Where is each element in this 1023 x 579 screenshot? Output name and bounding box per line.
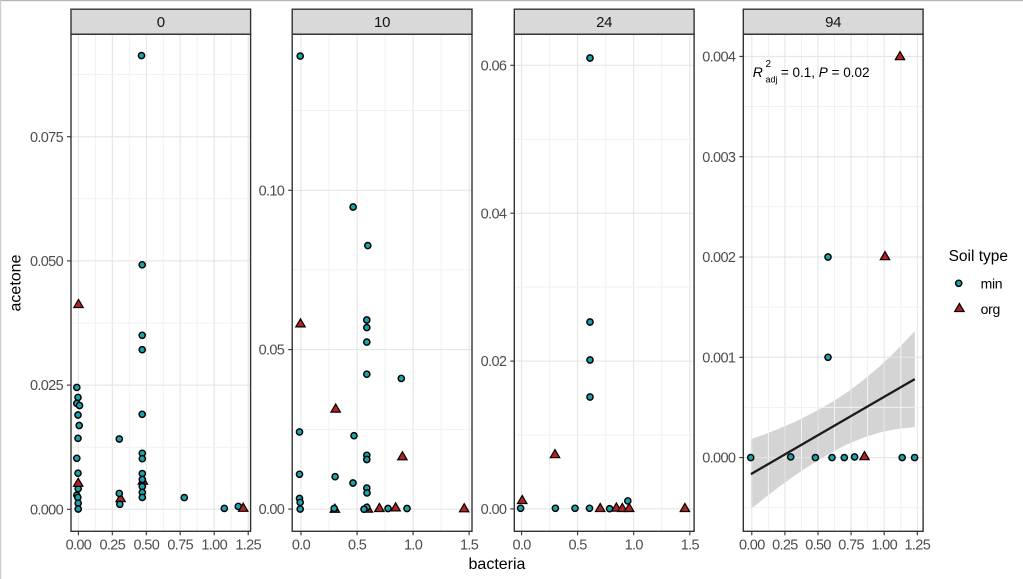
- svg-text:0.75: 0.75: [838, 538, 864, 554]
- svg-text:adj: adj: [766, 75, 778, 85]
- svg-text:0.06: 0.06: [481, 58, 507, 74]
- svg-text:0.04: 0.04: [481, 206, 507, 222]
- svg-text:0.075: 0.075: [30, 130, 64, 146]
- svg-text:0.75: 0.75: [167, 538, 193, 554]
- svg-text:1.00: 1.00: [201, 538, 227, 554]
- svg-text:0.10: 0.10: [259, 183, 285, 199]
- svg-text:0.004: 0.004: [702, 50, 736, 66]
- svg-text:0.05: 0.05: [259, 343, 285, 359]
- svg-text:bacteria: bacteria: [469, 556, 526, 573]
- svg-text:0.00: 0.00: [66, 538, 92, 554]
- svg-text:0.00: 0.00: [259, 502, 285, 518]
- svg-text:10: 10: [374, 14, 390, 31]
- svg-text:= 0.1, P = 0.02: = 0.1, P = 0.02: [781, 65, 870, 80]
- svg-text:1.5: 1.5: [460, 538, 479, 554]
- svg-text:0.50: 0.50: [133, 538, 159, 554]
- svg-text:R: R: [753, 64, 763, 80]
- svg-text:1.0: 1.0: [625, 538, 644, 554]
- svg-text:0.00: 0.00: [739, 538, 765, 554]
- svg-text:0.00: 0.00: [481, 502, 507, 518]
- svg-text:0.5: 0.5: [348, 538, 367, 554]
- svg-text:1.25: 1.25: [904, 538, 930, 554]
- svg-text:94: 94: [825, 14, 841, 31]
- svg-text:0.5: 0.5: [568, 538, 587, 554]
- svg-text:org: org: [981, 301, 1000, 317]
- svg-text:1.0: 1.0: [404, 538, 423, 554]
- svg-text:0.0: 0.0: [512, 538, 531, 554]
- svg-text:0.02: 0.02: [481, 354, 507, 370]
- svg-text:1.25: 1.25: [235, 538, 261, 554]
- svg-text:2: 2: [766, 59, 772, 70]
- svg-text:0.25: 0.25: [99, 538, 125, 554]
- svg-text:0.0: 0.0: [292, 538, 311, 554]
- svg-text:1.00: 1.00: [871, 538, 897, 554]
- svg-text:0.050: 0.050: [30, 254, 64, 270]
- svg-text:0.50: 0.50: [805, 538, 831, 554]
- svg-text:acetone: acetone: [8, 254, 25, 311]
- svg-text:0.002: 0.002: [702, 250, 736, 266]
- svg-text:0.000: 0.000: [30, 502, 64, 518]
- svg-text:0.000: 0.000: [702, 451, 736, 467]
- svg-text:0.003: 0.003: [702, 150, 736, 166]
- svg-text:24: 24: [596, 14, 612, 31]
- svg-text:min: min: [981, 275, 1003, 291]
- svg-text:0.25: 0.25: [772, 538, 798, 554]
- svg-text:1.5: 1.5: [681, 538, 700, 554]
- svg-text:Soil type: Soil type: [949, 248, 1008, 265]
- svg-text:0: 0: [157, 14, 165, 31]
- svg-text:0.025: 0.025: [30, 378, 64, 394]
- svg-text:0.001: 0.001: [702, 350, 736, 366]
